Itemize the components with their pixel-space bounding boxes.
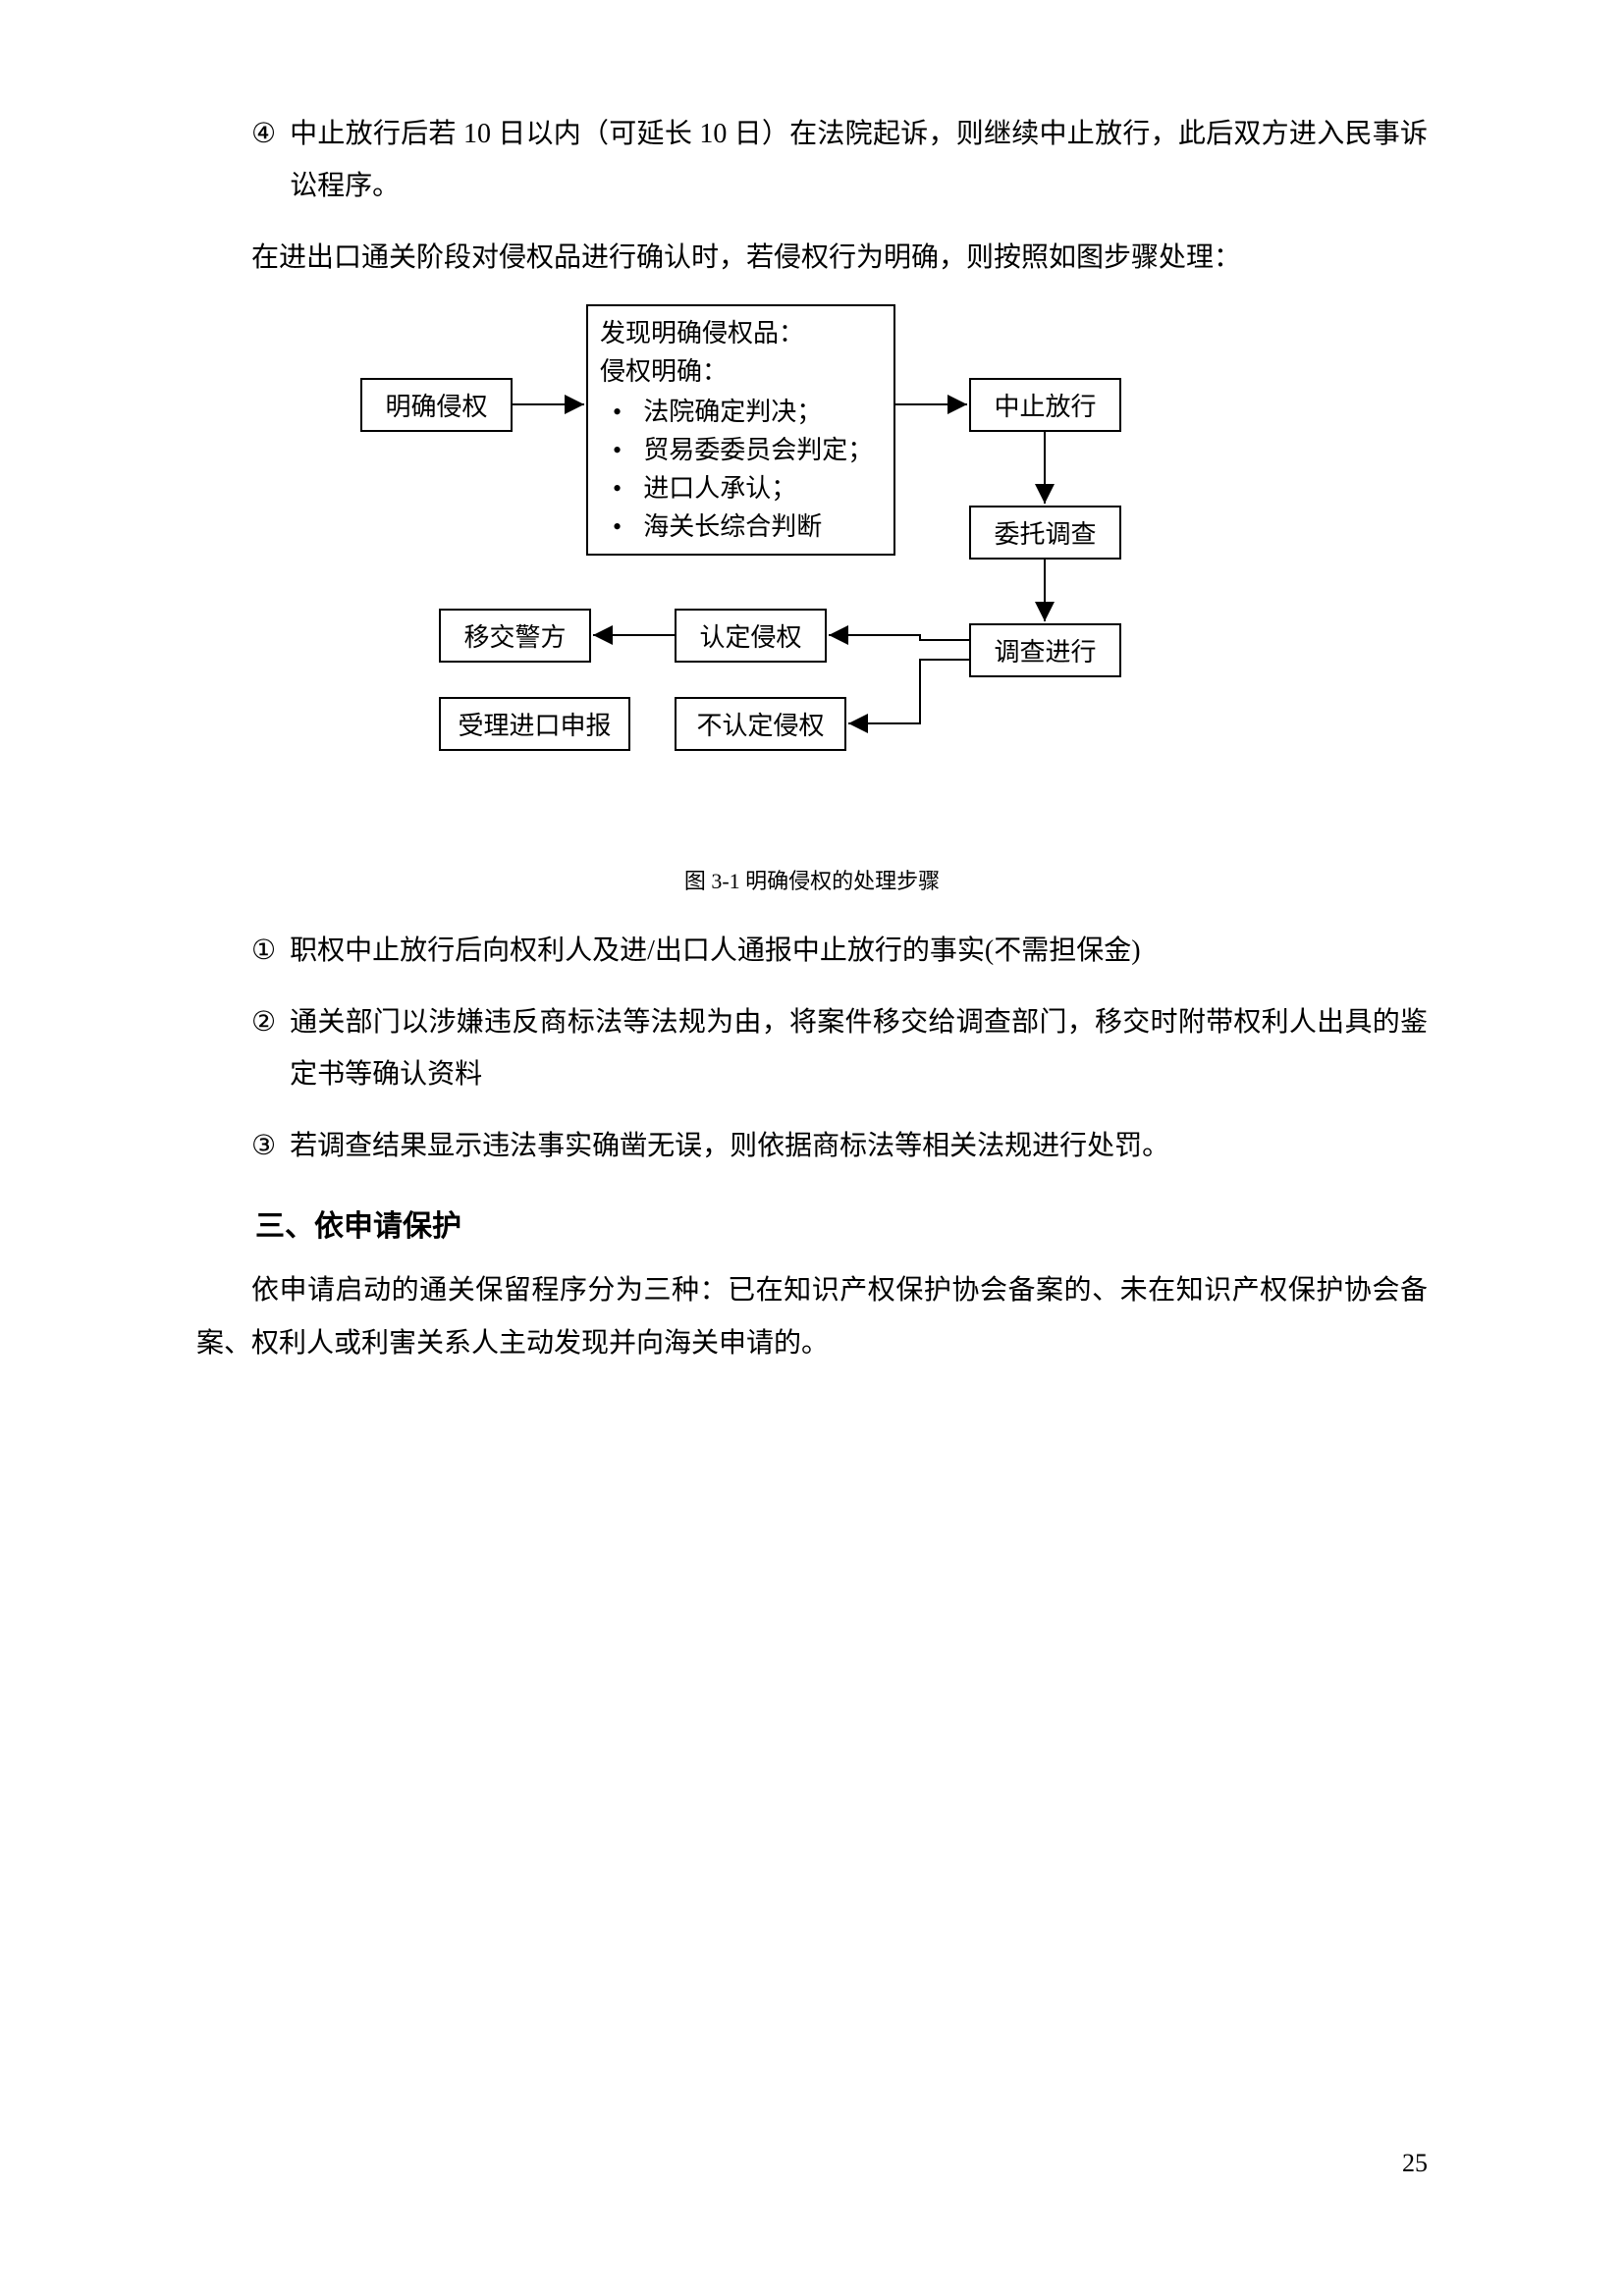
page-number: 25: [1402, 2149, 1428, 2178]
node-label: 中止放行: [994, 387, 1096, 423]
page-content: ④ 中止放行后若 10 日以内（可延长 10 日）在法院起诉，则继续中止放行，此…: [0, 0, 1624, 1369]
after-item2-marker: ②: [251, 996, 276, 1100]
intro-paragraph: 在进出口通关阶段对侵权品进行确认时，若侵权行为明确，则按照如图步骤处理：: [196, 232, 1428, 284]
n2-bullet: 海关长综合判断: [613, 507, 886, 546]
after-item1-text: 职权中止放行后向权利人及进/出口人通报中止放行的事实(不需担保金): [290, 925, 1428, 977]
item4-marker: ④: [251, 108, 276, 212]
last-paragraph: 依申请启动的通关保留程序分为三种：已在知识产权保护协会备案的、未在知识产权保护协…: [196, 1264, 1428, 1368]
n2-bullet: 法院确定判决；: [613, 393, 886, 431]
after-item-2: ② 通关部门以涉嫌违反商标法等法规为由，将案件移交给调查部门，移交时附带权利人出…: [196, 996, 1428, 1100]
node-label: 受理进口申报: [458, 706, 611, 742]
after-item-3: ③ 若调查结果显示违法事实确凿无误，则依据商标法等相关法规进行处罚。: [196, 1120, 1428, 1172]
after-item1-marker: ①: [251, 925, 276, 977]
n2-title2: 侵权明确：: [600, 352, 886, 391]
node-label: 移交警方: [463, 617, 566, 654]
node-label: 认定侵权: [699, 617, 801, 654]
after-item3-marker: ③: [251, 1120, 276, 1172]
n2-title1: 发现明确侵权品：: [600, 314, 886, 352]
flowchart-node-n3: 中止放行: [969, 378, 1121, 432]
node-label: 明确侵权: [385, 387, 487, 423]
flowchart-node-n6: 认定侵权: [675, 609, 827, 663]
list-item-4: ④ 中止放行后若 10 日以内（可延长 10 日）在法院起诉，则继续中止放行，此…: [196, 108, 1428, 212]
flowchart-node-n2: 发现明确侵权品： 侵权明确： 法院确定判决； 贸易委委员会判定； 进口人承认； …: [586, 304, 895, 556]
n2-bullets: 法院确定判决； 贸易委委员会判定； 进口人承认； 海关长综合判断: [600, 393, 886, 546]
figure-caption: 图 3-1 明确侵权的处理步骤: [196, 864, 1428, 895]
flowchart-node-n4: 委托调查: [969, 506, 1121, 560]
node-label: 不认定侵权: [696, 706, 824, 742]
flowchart: 明确侵权 发现明确侵权品： 侵权明确： 法院确定判决； 贸易委委员会判定； 进口…: [360, 304, 1264, 854]
flowchart-node-n7: 不认定侵权: [675, 697, 846, 751]
flowchart-node-n9: 受理进口申报: [439, 697, 630, 751]
flowchart-node-n5: 调查进行: [969, 623, 1121, 677]
node-label: 调查进行: [994, 632, 1096, 668]
after-item-1: ① 职权中止放行后向权利人及进/出口人通报中止放行的事实(不需担保金): [196, 925, 1428, 977]
item4-text: 中止放行后若 10 日以内（可延长 10 日）在法院起诉，则继续中止放行，此后双…: [290, 108, 1428, 212]
node-label: 委托调查: [994, 514, 1096, 551]
n2-bullet: 贸易委委员会判定；: [613, 431, 886, 469]
n2-bullet: 进口人承认；: [613, 469, 886, 507]
after-item2-text: 通关部门以涉嫌违反商标法等法规为由，将案件移交给调查部门，移交时附带权利人出具的…: [290, 996, 1428, 1100]
after-item3-text: 若调查结果显示违法事实确凿无误，则依据商标法等相关法规进行处罚。: [290, 1120, 1428, 1172]
flowchart-node-n1: 明确侵权: [360, 378, 513, 432]
flowchart-node-n8: 移交警方: [439, 609, 591, 663]
section-heading: 三、依申请保护: [255, 1201, 1428, 1245]
